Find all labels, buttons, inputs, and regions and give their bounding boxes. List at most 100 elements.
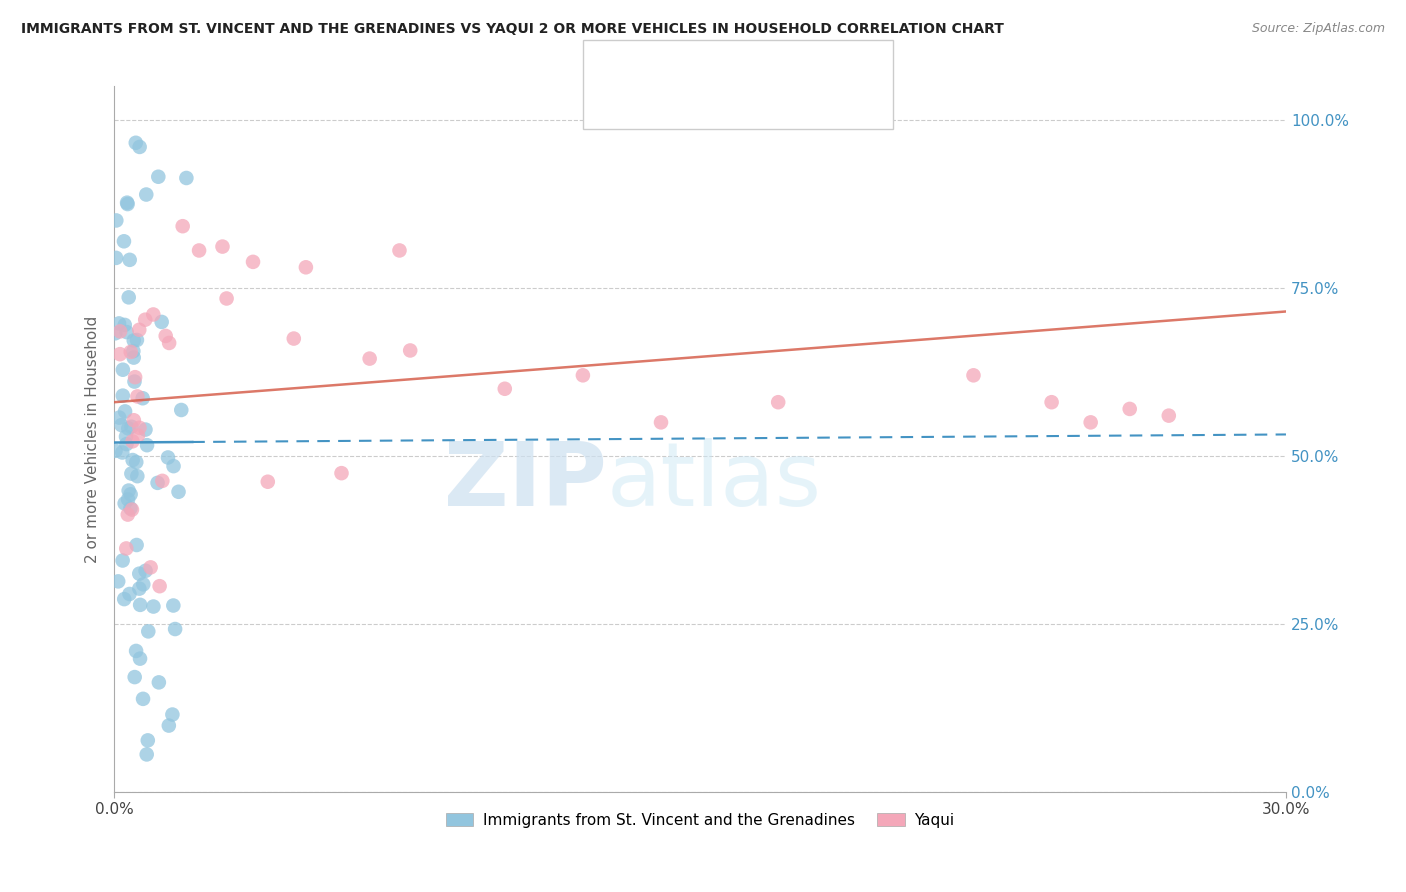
Point	[125, 136, 148, 150]
Point	[117, 421, 139, 435]
Y-axis label: 2 or more Vehicles in Household: 2 or more Vehicles in Household	[86, 316, 100, 563]
Point	[176, 171, 198, 186]
Point	[150, 315, 173, 329]
Point	[962, 368, 984, 383]
Point	[128, 566, 150, 581]
Point	[105, 213, 128, 227]
Point	[121, 453, 143, 467]
Point	[572, 368, 595, 383]
Point	[170, 403, 193, 417]
Point	[1119, 401, 1142, 416]
Point	[1080, 415, 1102, 429]
Point	[112, 235, 135, 249]
Point	[128, 140, 150, 154]
Point	[120, 345, 142, 359]
Point	[1157, 409, 1180, 423]
Point	[120, 501, 142, 516]
Point	[494, 382, 516, 396]
Point	[120, 487, 142, 501]
Point	[165, 622, 187, 636]
Point	[388, 244, 411, 258]
FancyBboxPatch shape	[593, 55, 641, 79]
Point	[108, 325, 131, 339]
Point	[122, 334, 145, 348]
Point	[115, 437, 138, 451]
Point	[136, 624, 159, 639]
Point	[157, 718, 180, 732]
Point	[256, 475, 278, 489]
Point	[115, 195, 138, 210]
Point	[125, 333, 148, 347]
Legend: Immigrants from St. Vincent and the Grenadines, Yaqui: Immigrants from St. Vincent and the Gren…	[440, 806, 960, 834]
Point	[295, 260, 318, 275]
Point	[107, 574, 129, 589]
Point	[108, 347, 131, 361]
Point	[105, 251, 128, 265]
Point	[162, 459, 184, 474]
Point	[115, 429, 138, 443]
Point	[125, 644, 148, 658]
Point	[122, 351, 145, 365]
Point	[136, 438, 159, 452]
Point	[104, 443, 127, 458]
Point	[129, 651, 152, 665]
Point	[121, 434, 143, 449]
Point	[1040, 395, 1063, 409]
Point	[120, 467, 142, 481]
Point	[111, 553, 134, 567]
Point	[136, 733, 159, 747]
Point	[156, 450, 179, 465]
Point	[111, 445, 134, 459]
Point	[188, 244, 211, 258]
Text: 0.021: 0.021	[690, 58, 744, 76]
Point	[134, 312, 156, 326]
Point	[128, 582, 150, 596]
Point	[108, 410, 131, 425]
Point	[172, 219, 194, 234]
Point	[150, 474, 173, 488]
Point	[124, 375, 146, 389]
Point	[167, 484, 190, 499]
Text: R =: R =	[650, 58, 686, 76]
Point	[211, 239, 233, 253]
Point	[131, 391, 153, 405]
Point	[162, 707, 184, 722]
FancyBboxPatch shape	[593, 92, 641, 116]
Point	[155, 329, 177, 343]
Point	[122, 344, 145, 359]
Point	[162, 599, 184, 613]
Point	[127, 389, 149, 403]
Point	[115, 325, 138, 339]
Text: atlas: atlas	[606, 438, 821, 525]
Text: IMMIGRANTS FROM ST. VINCENT AND THE GRENADINES VS YAQUI 2 OR MORE VEHICLES IN HO: IMMIGRANTS FROM ST. VINCENT AND THE GREN…	[21, 22, 1004, 37]
Point	[117, 508, 139, 522]
Point	[129, 598, 152, 612]
Point	[135, 187, 157, 202]
Point	[128, 323, 150, 337]
Point	[157, 335, 180, 350]
Point	[114, 496, 136, 510]
Point	[215, 292, 238, 306]
Point	[142, 599, 165, 614]
Text: ZIP: ZIP	[443, 438, 606, 525]
Point	[146, 475, 169, 490]
Point	[766, 395, 789, 409]
Point	[115, 541, 138, 556]
Point	[111, 362, 134, 376]
Text: 73: 73	[797, 58, 821, 76]
Point	[330, 466, 353, 480]
Text: Source: ZipAtlas.com: Source: ZipAtlas.com	[1251, 22, 1385, 36]
Point	[132, 691, 155, 706]
Point	[104, 326, 127, 341]
Point	[114, 318, 136, 332]
Text: N =: N =	[754, 95, 790, 113]
Point	[135, 747, 157, 762]
Point	[111, 389, 134, 403]
Point	[110, 418, 132, 433]
Point	[118, 290, 141, 304]
Point	[148, 675, 170, 690]
Point	[117, 197, 139, 211]
Point	[124, 370, 146, 384]
Point	[118, 252, 141, 267]
Point	[399, 343, 422, 358]
